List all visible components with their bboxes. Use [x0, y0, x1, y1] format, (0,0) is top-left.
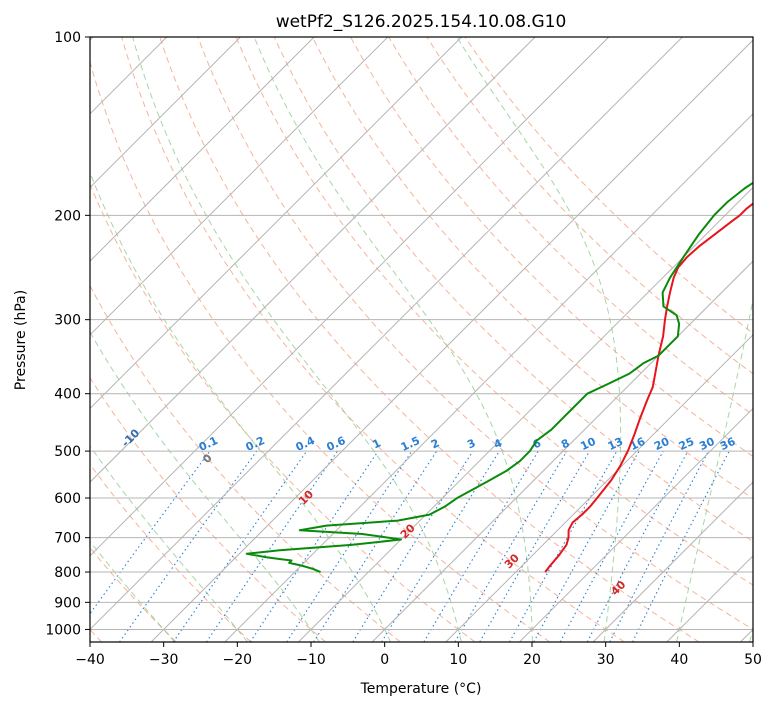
- y-tick-label: 400: [54, 387, 81, 403]
- x-axis-label: Temperature (°C): [360, 681, 482, 697]
- dry-adiabat-line: [90, 463, 252, 642]
- isotherm-line: [224, 113, 753, 642]
- mixing-ratio-line: [286, 450, 413, 642]
- isotherm-line: [592, 481, 753, 642]
- mixing-ratio-lines-group: [90, 450, 730, 642]
- y-tick-label: 800: [54, 565, 81, 581]
- y-tick-label: 500: [54, 444, 81, 460]
- isotherm-line: [90, 37, 241, 189]
- dry-adiabat-line: [235, 37, 753, 586]
- y-tick-label: 600: [54, 491, 81, 507]
- temperature-profile-line: [544, 202, 753, 573]
- mixing-ratio-label: 30: [697, 435, 717, 453]
- isotherm-line: [90, 37, 315, 262]
- mixing-ratio-line: [172, 450, 308, 642]
- moist-adiabat-line: [90, 331, 320, 642]
- moist-adiabat-line: [676, 296, 753, 642]
- y-axis-label: Pressure (hPa): [13, 290, 29, 390]
- moist-adiabat-line: [90, 171, 391, 642]
- x-tick-label: 50: [744, 652, 762, 668]
- mixing-ratio-label: 10: [578, 435, 598, 453]
- mixing-ratio-line: [586, 450, 689, 642]
- mixing-ratio-line: [454, 450, 568, 642]
- mixing-ratio-line: [559, 450, 664, 642]
- x-tick-label: 0: [380, 652, 389, 668]
- x-tick-label: 40: [670, 652, 688, 668]
- isotherm-line: [150, 39, 753, 642]
- isotherms-group: [90, 37, 753, 642]
- mixing-ratio-line: [313, 450, 438, 642]
- isotherm-line: [90, 37, 610, 557]
- y-tick-label: 1000: [45, 622, 81, 638]
- x-tick-label: 30: [597, 652, 615, 668]
- isotherm-line: [90, 37, 462, 410]
- moist-adiabat-line: [253, 37, 533, 642]
- dry-adiabat-line: [273, 37, 753, 543]
- isotherm-line: [519, 407, 753, 642]
- moist-adiabat-line: [90, 444, 249, 642]
- isotherm-line: [90, 37, 536, 483]
- y-tick-label: 300: [54, 313, 81, 329]
- x-tick-label: 20: [523, 652, 541, 668]
- mixing-ratio-line: [249, 450, 379, 642]
- dry-adiabat-line: [90, 60, 551, 642]
- moist-adiabat-line: [132, 37, 462, 642]
- chart-title: wetPf2_S126.2025.154.10.08.G10: [276, 12, 567, 32]
- x-tick-label: −30: [149, 652, 179, 668]
- mixing-ratio-label: 20: [652, 435, 672, 453]
- isobars-group: [90, 37, 753, 630]
- x-tick-label: −20: [223, 652, 253, 668]
- mixing-ratio-line: [119, 450, 258, 642]
- plot-area: -100-90-80-70-60-50-40-30-20-10010203040…: [90, 37, 753, 642]
- y-tick-label: 100: [54, 30, 81, 46]
- moist-adiabats-group: [90, 37, 753, 642]
- moist-adiabat-line: [90, 540, 176, 642]
- dry-adiabat-line: [197, 37, 753, 631]
- y-tick-label: 700: [54, 531, 81, 547]
- isotherm-line: [445, 334, 753, 642]
- y-axis-ticks: 100 200 300 400 500 600 700 800 900 1000: [45, 30, 90, 638]
- dewpoint-profile-line: [245, 181, 753, 573]
- mixing-ratio-line: [205, 450, 338, 642]
- mixing-ratio-label: 25: [677, 435, 696, 453]
- dry-adiabat-line: [311, 37, 753, 500]
- isotherm-line: [90, 37, 683, 631]
- x-tick-label: −10: [296, 652, 326, 668]
- y-tick-label: 900: [54, 595, 81, 611]
- mixing-ratio-label: 13: [606, 435, 625, 453]
- profile-series-group: [245, 181, 753, 573]
- isotherm-line: [90, 37, 389, 336]
- dry-adiabat-line: [159, 37, 700, 642]
- plot-frame: [89, 36, 754, 643]
- y-tick-label: 200: [54, 208, 81, 224]
- isotherm-line: [298, 186, 753, 642]
- dry-adiabat-line: [121, 37, 625, 642]
- mixing-ratio-label: 36: [718, 435, 738, 453]
- mixing-ratio-line: [423, 450, 539, 642]
- x-axis-ticks: −40 −30 −20 −10 0 10 20 30 40 50: [75, 642, 762, 668]
- mixing-ratio-line: [352, 450, 474, 642]
- x-tick-label: −40: [75, 652, 105, 668]
- x-tick-label: 10: [449, 652, 467, 668]
